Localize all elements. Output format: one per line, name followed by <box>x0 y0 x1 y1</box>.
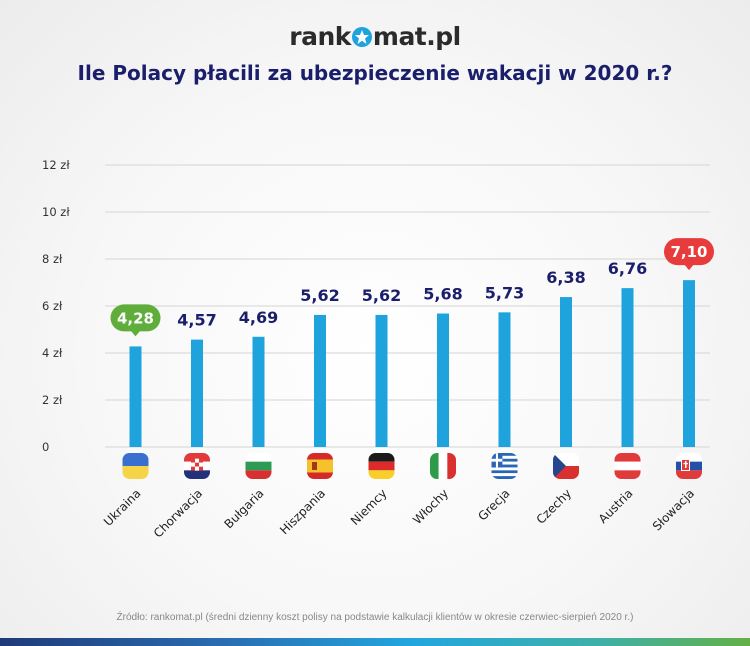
value-label: 6,38 <box>546 268 585 287</box>
flag-slovakia-icon <box>676 453 702 479</box>
x-tick-label: Słowacja <box>650 486 697 533</box>
bar-grecja <box>498 312 511 447</box>
bar-włochy <box>437 313 449 447</box>
flag-italy-icon <box>430 453 456 479</box>
source-note: Źródło: rankomat.pl (średni dzienny kosz… <box>116 612 634 623</box>
logo: rank mat.pl <box>0 22 750 51</box>
y-tick-label: 0 <box>42 440 49 454</box>
y-tick-label: 2 zł <box>42 393 63 407</box>
value-label: 4,69 <box>239 308 278 327</box>
y-tick-label: 4 zł <box>42 346 63 360</box>
flag-croatia-icon <box>184 453 210 479</box>
value-label: 4,28 <box>117 309 154 327</box>
y-tick-label: 12 zł <box>42 158 70 172</box>
logo-text-right: mat.pl <box>372 22 461 51</box>
value-bubble <box>110 304 161 332</box>
value-label: 7,10 <box>670 243 707 261</box>
y-tick-label: 8 zł <box>42 252 63 266</box>
bar-bułgaria <box>252 336 265 447</box>
flag-austria-icon <box>614 453 641 479</box>
y-tick-label: 10 zł <box>42 205 70 219</box>
x-tick-label: Hiszpania <box>277 486 328 537</box>
x-tick-label: Czechy <box>534 486 575 527</box>
x-tick-label: Bułgaria <box>221 486 266 531</box>
bottom-gradient-bar <box>0 638 750 646</box>
x-tick-label: Austria <box>596 486 636 526</box>
value-bubble <box>664 238 714 266</box>
flag-greece-icon <box>491 453 518 479</box>
bar-niemcy <box>375 314 388 447</box>
bar-czechy <box>560 297 572 447</box>
bar-austria <box>621 288 634 447</box>
x-tick-label: Niemcy <box>348 486 390 528</box>
star-icon <box>351 27 372 47</box>
value-label: 5,62 <box>300 286 339 305</box>
bar-hiszpania <box>314 314 326 447</box>
x-tick-label: Włochy <box>410 486 451 527</box>
flag-bulgaria-icon <box>245 453 272 479</box>
bar-słowacja <box>683 280 695 447</box>
logo-text-left: rank <box>289 22 351 51</box>
value-bubble-pointer <box>684 264 694 271</box>
value-label: 5,73 <box>485 283 524 302</box>
flag-spain-icon <box>307 453 333 479</box>
value-label: 5,62 <box>362 286 401 305</box>
x-tick-label: Chorwacja <box>151 486 205 540</box>
bar-ukraina <box>129 346 142 447</box>
value-bubble-pointer <box>130 330 141 337</box>
chart-title: Ile Polacy płacili za ubezpieczenie waka… <box>77 61 673 85</box>
y-tick-label: 6 zł <box>42 299 63 313</box>
bar-chart: 0 2 zł 4 zł 6 zł 8 zł 10 zł 12 zł 4,28 Ukraina 4,… <box>42 158 714 540</box>
x-tick-label: Grecja <box>475 486 512 523</box>
flag-czechia-icon <box>553 453 579 479</box>
bar-chorwacja <box>191 339 203 447</box>
value-label: 5,68 <box>423 285 462 304</box>
flag-germany-icon <box>368 453 395 479</box>
x-tick-label: Ukraina <box>101 486 144 529</box>
value-label: 4,57 <box>177 311 216 330</box>
value-label: 6,76 <box>608 259 647 278</box>
flag-ukraine-icon <box>122 453 149 479</box>
